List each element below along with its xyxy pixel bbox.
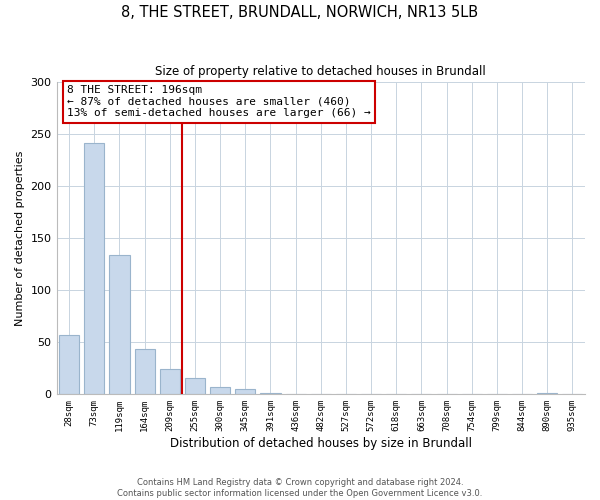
Bar — [84, 144, 104, 394]
Title: Size of property relative to detached houses in Brundall: Size of property relative to detached ho… — [155, 65, 486, 78]
Bar — [210, 387, 230, 394]
Bar — [235, 389, 256, 394]
Bar — [134, 348, 155, 395]
Y-axis label: Number of detached properties: Number of detached properties — [15, 150, 25, 326]
Text: 8 THE STREET: 196sqm
← 87% of detached houses are smaller (460)
13% of semi-deta: 8 THE STREET: 196sqm ← 87% of detached h… — [67, 85, 371, 118]
Text: 8, THE STREET, BRUNDALL, NORWICH, NR13 5LB: 8, THE STREET, BRUNDALL, NORWICH, NR13 5… — [121, 5, 479, 20]
Bar — [59, 335, 79, 394]
Text: Contains HM Land Registry data © Crown copyright and database right 2024.
Contai: Contains HM Land Registry data © Crown c… — [118, 478, 482, 498]
Bar — [160, 370, 180, 394]
X-axis label: Distribution of detached houses by size in Brundall: Distribution of detached houses by size … — [170, 437, 472, 450]
Bar — [185, 378, 205, 394]
Bar — [109, 255, 130, 394]
